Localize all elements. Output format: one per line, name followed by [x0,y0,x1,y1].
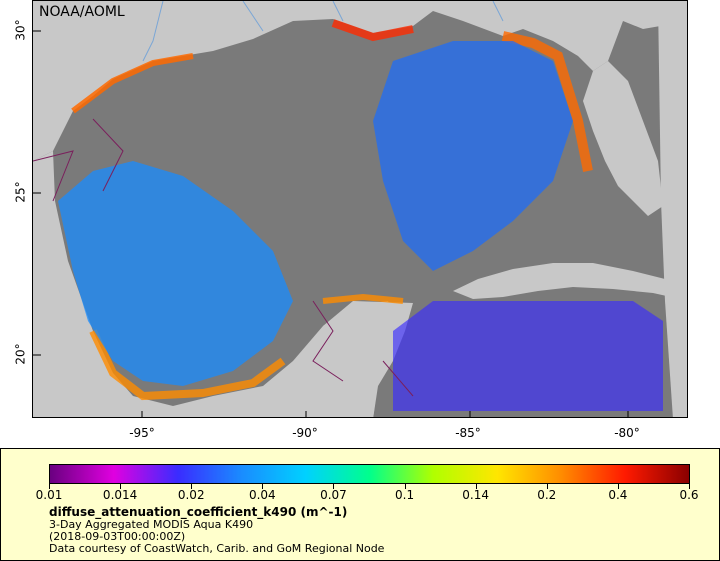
colorbar [49,464,690,484]
map-credit: NOAA/AOML [39,4,125,20]
colorbar-tick-label: 0.4 [608,488,628,502]
colorbar-tick [689,484,690,489]
lon-tick-label: -80° [614,426,640,440]
water-band-caribbean [393,301,663,411]
colorbar-tick [262,484,264,489]
colorbar-tick-label: 0.01 [35,488,63,502]
coastal-band-yucatan-north [322,293,404,304]
colorbar-tick-label: 0.014 [102,488,138,502]
colorbar-tick [120,484,122,489]
lat-tick-label: 20° [13,343,28,365]
lat-tick-label: 25° [13,181,28,203]
colorbar-tick [49,484,50,489]
water-band-east-gulf [373,41,573,271]
map-canvas [33,1,687,417]
legend-line-1: 3-Day Aggregated MODIS Aqua K490 [49,518,254,531]
colorbar-tick-label: 0.1 [395,488,415,502]
coastal-band-texas-louisiana [71,53,194,114]
legend-line-3: Data courtesy of CoastWatch, Carib. and … [49,542,385,555]
land-cuba [453,263,687,301]
coastal-band-mexico-west [89,329,286,401]
land-right-edge [658,1,687,417]
land-us-gulf-coast [33,1,687,161]
river-lines [142,1,504,62]
colorbar-tick-label: 0.04 [248,488,276,502]
land-florida [583,61,663,216]
lon-tick-label: -85° [455,426,481,440]
legend-title: diffuse_attenuation_coefficient_k490 (m^… [49,505,348,519]
colorbar-tick [546,484,548,489]
water-band-west-gulf [58,161,293,386]
lon-tick-label: -95° [129,426,155,440]
lon-tick-label: -90° [292,426,318,440]
colorbar-tick [475,484,477,489]
map-panel: NOAA/AOML [32,0,688,418]
colorbar-tick [191,484,193,489]
colorbar-tick-label: 0.14 [462,488,490,502]
colorbar-tick [617,484,619,489]
land-mexico [33,151,398,417]
tick-marks [33,30,629,417]
colorbar-tick-label: 0.6 [679,488,699,502]
coastal-band-florida-west [501,31,593,172]
colorbar-tick-label: 0.02 [177,488,205,502]
coastal-band-mississippi [331,19,414,42]
legend-panel: diffuse_attenuation_coefficient_k490 (m^… [0,448,720,561]
legend-line-2: (2018-09-03T00:00:00Z) [49,530,186,543]
colorbar-tick [333,484,335,489]
colorbar-tick [404,484,406,489]
land-yucatan [318,301,413,417]
colorbar-tick-label: 0.2 [537,488,557,502]
lat-tick-label: 30° [13,19,28,41]
colorbar-tick-label: 0.07 [320,488,347,502]
border-lines [33,118,414,397]
